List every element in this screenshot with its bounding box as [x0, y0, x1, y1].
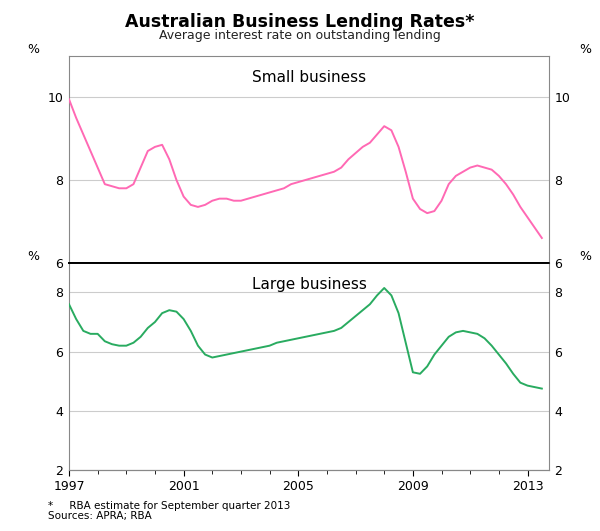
Text: %: %: [579, 43, 591, 56]
Text: %: %: [27, 250, 39, 263]
Text: Average interest rate on outstanding lending: Average interest rate on outstanding len…: [159, 29, 441, 42]
Text: %: %: [579, 250, 591, 263]
Text: %: %: [27, 43, 39, 56]
Text: Large business: Large business: [251, 277, 367, 293]
Text: Sources: APRA; RBA: Sources: APRA; RBA: [48, 511, 152, 521]
Text: *     RBA estimate for September quarter 2013: * RBA estimate for September quarter 201…: [48, 501, 290, 511]
Text: Small business: Small business: [252, 70, 366, 85]
Text: Australian Business Lending Rates*: Australian Business Lending Rates*: [125, 13, 475, 31]
